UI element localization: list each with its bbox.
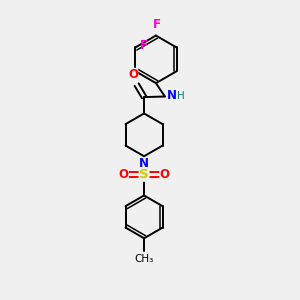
Text: F: F — [152, 18, 160, 31]
Text: S: S — [139, 168, 149, 181]
Text: H: H — [177, 91, 185, 101]
Text: CH₃: CH₃ — [134, 254, 154, 264]
Text: O: O — [128, 68, 138, 81]
Text: N: N — [139, 158, 149, 170]
Text: N: N — [167, 89, 177, 102]
Text: O: O — [160, 168, 170, 181]
Text: O: O — [118, 168, 128, 181]
Text: F: F — [140, 40, 148, 52]
